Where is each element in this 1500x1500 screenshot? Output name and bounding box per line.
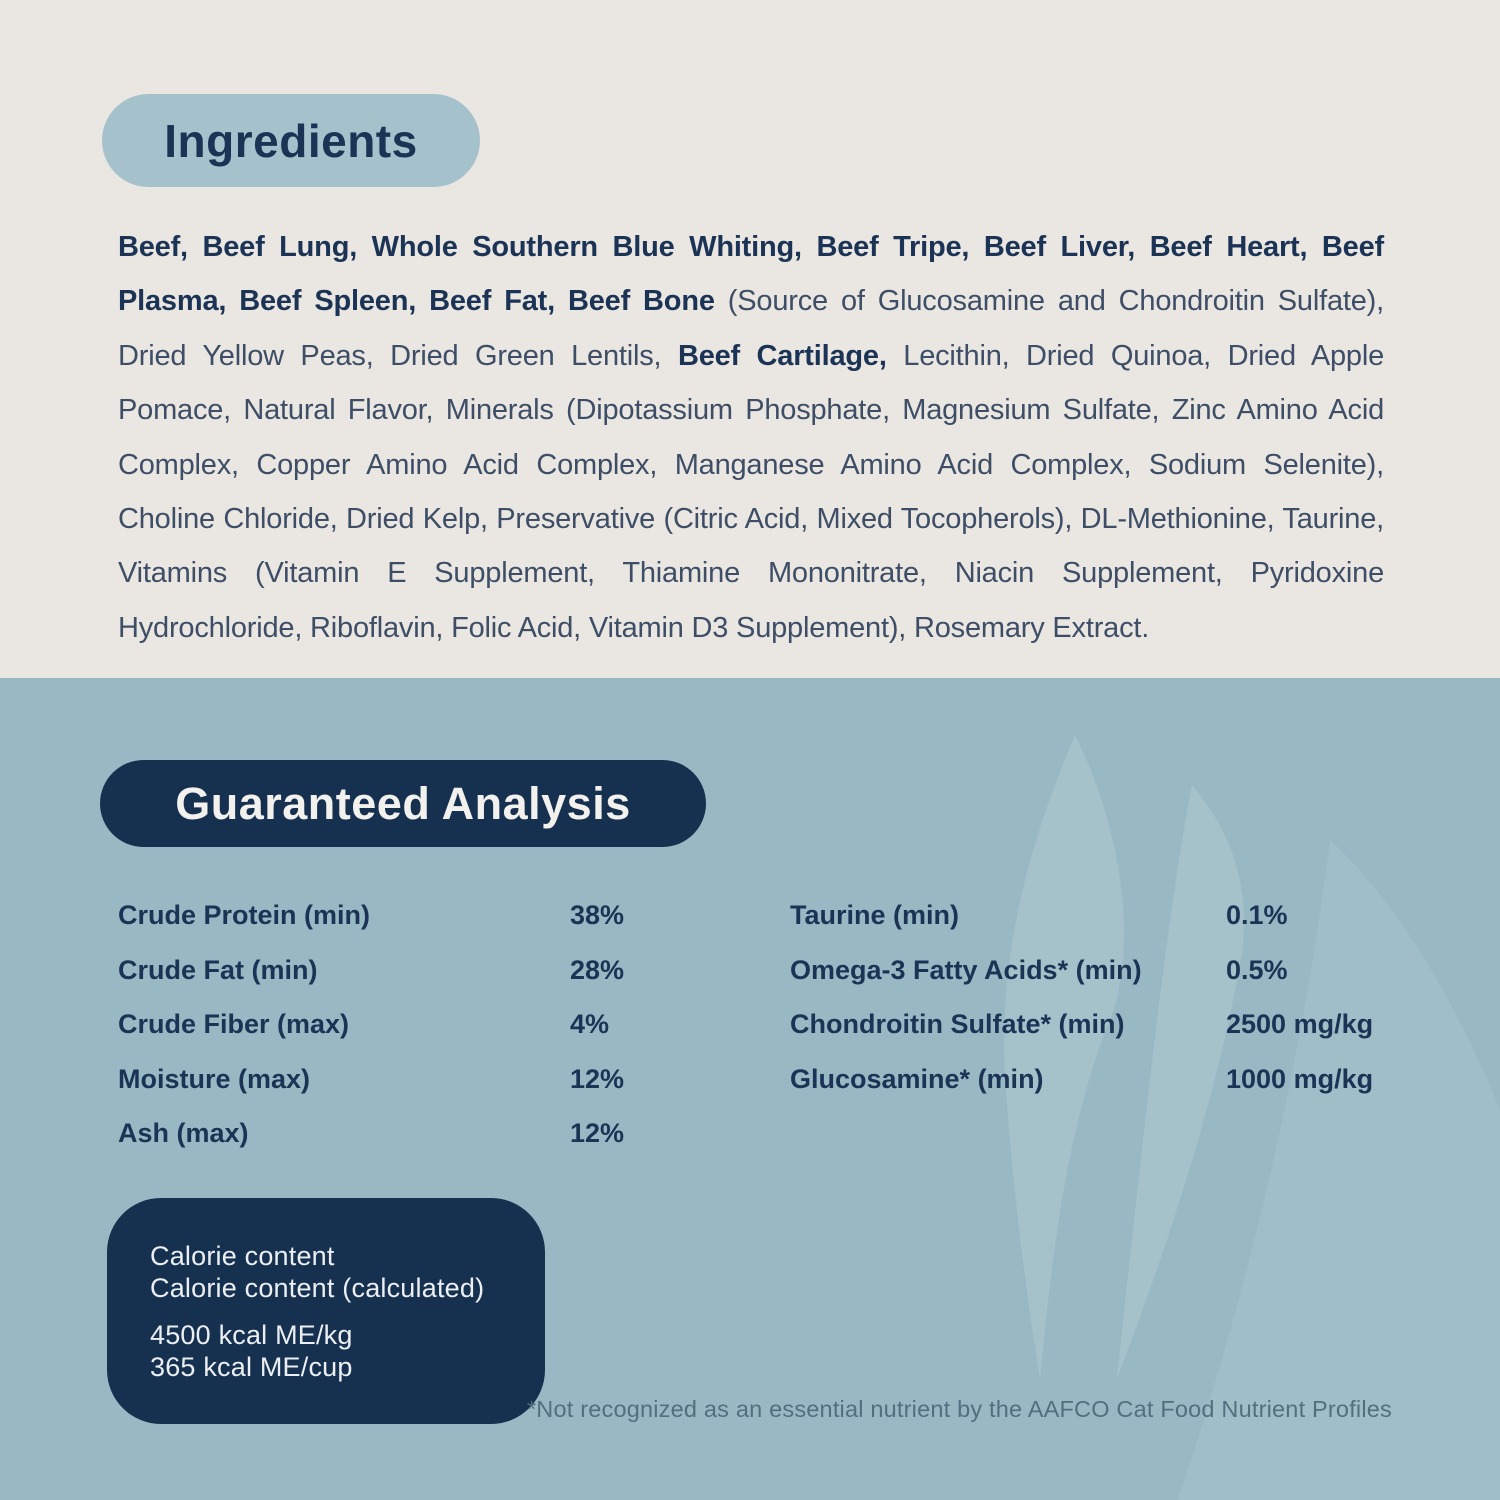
ga-nutrient-label: Glucosamine* (min): [790, 1063, 1044, 1094]
guaranteed-analysis-table-left: Crude Protein (min) 38% Crude Fat (min) 28%…: [118, 898, 678, 1171]
ga-row: Moisture (max) 12%: [118, 1062, 678, 1117]
ga-nutrient-value: 12%: [570, 1118, 625, 1148]
ga-row: Omega-3 Fatty Acids* (min) 0.5%: [790, 953, 1410, 1008]
ga-nutrient-value: 4%: [570, 1009, 610, 1039]
ga-row: Crude Fiber (max) 4%: [118, 1007, 678, 1062]
calorie-heading-line-1: Calorie content: [150, 1241, 335, 1271]
ga-nutrient-value: 1000 mg/kg: [1226, 1063, 1374, 1094]
ingredients-section: Ingredients Beef, Beef Lung, Whole South…: [0, 0, 1500, 678]
ga-row: Chondroitin Sulfate* (min) 2500 mg/kg: [790, 1007, 1410, 1062]
guaranteed-analysis-table-right: Taurine (min) 0.1% Omega-3 Fatty Acids* (m…: [790, 898, 1410, 1116]
ga-nutrient-value: 0.1%: [1226, 900, 1288, 930]
guaranteed-analysis-title: Guaranteed Analysis: [175, 777, 631, 829]
guaranteed-analysis-header-pill: Guaranteed Analysis: [100, 760, 706, 847]
ga-row: Taurine (min) 0.1%: [790, 898, 1410, 953]
ga-nutrient-label: Taurine (min): [790, 900, 960, 930]
ingredients-paragraph: Beef, Beef Lung, Whole Southern Blue Whi…: [118, 220, 1384, 655]
ingredient-segment-bold: Beef Cartilage,: [677, 339, 887, 372]
ga-nutrient-label: Crude Protein (min): [118, 900, 371, 930]
calorie-content-box: Calorie content Calorie content (calcula…: [107, 1198, 545, 1424]
ingredient-segment: Lecithin, Dried Quinoa, Dried Apple Poma…: [118, 339, 1384, 644]
ga-row: Ash (max) 12%: [118, 1116, 678, 1171]
ga-row: Crude Protein (min) 38%: [118, 898, 678, 953]
ga-row: Crude Fat (min) 28%: [118, 953, 678, 1008]
calorie-value-kg: 4500 kcal ME/kg: [150, 1320, 353, 1350]
ga-row: Glucosamine* (min) 1000 mg/kg: [790, 1062, 1410, 1117]
calorie-value-cup: 365 kcal ME/cup: [150, 1351, 353, 1382]
ga-nutrient-label: Chondroitin Sulfate* (min): [790, 1009, 1125, 1039]
calorie-heading-line-2: Calorie content (calculated): [150, 1272, 485, 1303]
ga-nutrient-value: 12%: [570, 1063, 625, 1094]
ingredient-segment-bold: Beef, Beef Lung, Whole Southern Blue Whi…: [118, 231, 1384, 318]
ga-nutrient-label: Ash (max): [118, 1118, 249, 1148]
ga-nutrient-label: Crude Fiber (max): [118, 1009, 350, 1039]
ga-nutrient-value: 2500 mg/kg: [1226, 1009, 1374, 1039]
aafco-footnote: *Not recognized as an essential nutrient…: [526, 1396, 1392, 1422]
ga-nutrient-label: Crude Fat (min): [118, 954, 318, 985]
ingredients-title: Ingredients: [164, 114, 418, 167]
ga-nutrient-value: 0.5%: [1226, 954, 1288, 985]
ingredient-segment: (Source of Glucosamine and Chondroitin S…: [118, 285, 1384, 372]
ingredients-header-pill: Ingredients: [102, 94, 480, 187]
ga-nutrient-label: Moisture (max): [118, 1063, 311, 1094]
ga-nutrient-value: 28%: [570, 954, 625, 985]
calorie-spacer: [150, 1304, 515, 1320]
ga-nutrient-value: 38%: [570, 900, 625, 930]
ga-nutrient-label: Omega-3 Fatty Acids* (min): [790, 954, 1142, 985]
